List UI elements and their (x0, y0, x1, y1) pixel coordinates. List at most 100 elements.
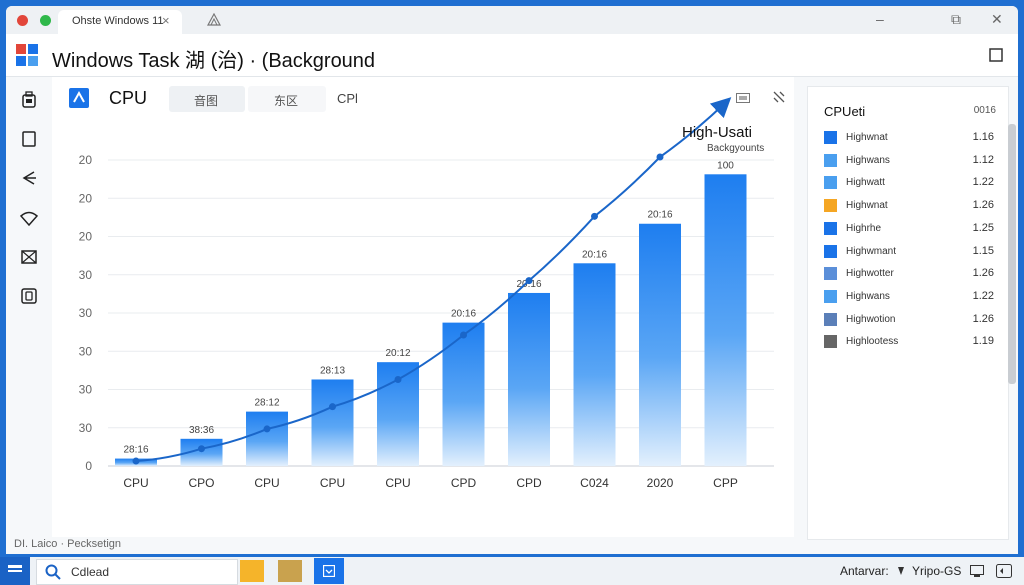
start-icon (8, 565, 22, 572)
sidebar (6, 77, 52, 537)
legend-swatch (824, 199, 837, 213)
mail-icon[interactable] (19, 247, 39, 267)
app-window: Ohste Windows 11 × – ⧉ ✕ Windows Task 湖 … (6, 6, 1018, 554)
maximize-icon[interactable] (989, 48, 1003, 62)
legend-name: Highwatt (846, 177, 885, 189)
legend-swatch (824, 221, 837, 235)
share-icon[interactable] (207, 13, 221, 27)
network-icon[interactable] (970, 565, 984, 577)
app-tile-2-icon[interactable] (278, 560, 302, 582)
trend-point (198, 445, 205, 453)
y-tick-label: 30 (79, 344, 93, 358)
search-box[interactable]: Cdlead (36, 559, 238, 585)
x-tick-label: C024 (580, 476, 609, 490)
tray-right-text: Yripo-GS (912, 564, 962, 578)
y-tick-label: 30 (79, 268, 93, 282)
close-icon[interactable]: ✕ (991, 11, 1003, 27)
legend-name: Highlootess (846, 336, 899, 348)
back-arrow-icon[interactable] (19, 168, 39, 188)
legend-swatch (824, 267, 837, 281)
minimize-icon[interactable]: – (876, 11, 884, 27)
legend-item[interactable]: Highrhe 1.25 (824, 221, 994, 236)
trend-point (656, 153, 664, 161)
bar-8 (639, 223, 681, 466)
legend-value: 1.26 (972, 312, 994, 325)
page-title: Windows Task 湖 (治) · (Background (52, 50, 376, 72)
legend-value: 1.12 (972, 153, 994, 166)
legend-item[interactable]: Highwotion 1.26 (824, 312, 994, 327)
legend-value: 1.26 (972, 199, 994, 212)
legend-name: Highwnat (846, 200, 888, 212)
browser-tab[interactable]: Ohste Windows 11 × (58, 10, 182, 34)
legend-name: Highwans (846, 154, 890, 166)
legend-value: 1.26 (972, 267, 994, 280)
legend-name: Highrhe (846, 222, 882, 234)
collapse-icon[interactable] (772, 90, 786, 104)
bar-label: 28:13 (320, 365, 345, 376)
legend-value: 1.25 (972, 221, 994, 234)
y-tick-label: 20 (79, 153, 93, 167)
legend-value: 1.16 (972, 131, 994, 143)
cpu-logo-icon (69, 88, 89, 108)
annotation-subtitle: Backgyounts (707, 143, 764, 154)
tab-close-icon[interactable]: × (162, 13, 170, 28)
tab-3-label[interactable]: CPl (337, 91, 358, 106)
legend-item[interactable]: Highwotter 1.26 (824, 267, 994, 281)
legend-value: 1.22 (972, 289, 994, 302)
view-icon[interactable] (736, 93, 750, 103)
legend-swatch (824, 289, 837, 303)
square-icon[interactable] (19, 129, 39, 149)
legend-value: 1.19 (972, 335, 994, 348)
start-button[interactable] (0, 557, 30, 585)
bar-label: 100 (717, 160, 734, 171)
x-tick-label: 2020 (647, 476, 674, 490)
legend-item[interactable]: Highwans 1.22 (824, 289, 994, 304)
volume-icon[interactable] (996, 564, 1012, 578)
trend-point (132, 457, 140, 465)
legend-name: Highwotion (846, 313, 896, 325)
task-icon[interactable] (19, 90, 39, 110)
trend-line (135, 97, 732, 463)
legend-item[interactable]: Highwnat 1.16 (824, 131, 994, 145)
legend-item[interactable]: Highwans 1.12 (824, 153, 994, 168)
legend-swatch (824, 335, 837, 349)
x-tick-label: CPU (123, 476, 148, 490)
legend-swatch (824, 176, 837, 190)
x-tick-label: CPO (188, 476, 214, 490)
restore-icon[interactable]: ⧉ (951, 11, 961, 27)
legend-item[interactable]: Highwnat 1.26 (824, 199, 994, 213)
x-tick-label: CPU (320, 476, 345, 490)
trend-point (329, 403, 336, 411)
legend-item[interactable]: Highwmant 1.15 (824, 244, 994, 259)
trend-point (394, 375, 402, 383)
app-header: Windows Task 湖 (治) · (Background (6, 34, 1018, 77)
tab-1[interactable]: 音图 (169, 86, 245, 112)
tray-text: Antarvar: (840, 564, 889, 578)
legend-swatch (824, 244, 837, 258)
tab-2[interactable]: 东区 (248, 86, 326, 112)
legend-swatch (824, 312, 837, 326)
tab-2-label: 东区 (274, 94, 299, 108)
legend-name: Highwnat (846, 132, 888, 143)
legend-item[interactable]: Highlootess 1.19 (824, 335, 994, 349)
y-tick-label: 30 (79, 383, 93, 397)
bar-label: 20:16 (647, 210, 672, 221)
trend-point (525, 277, 533, 285)
wifi-icon[interactable] (19, 208, 39, 228)
y-tick-label: 20 (79, 230, 93, 244)
close-dot-icon[interactable] (17, 15, 28, 26)
panel-title: CPUeti (824, 104, 866, 119)
bar-label: 20:12 (385, 348, 410, 359)
legend-value: 1.15 (972, 244, 994, 257)
maximize-dot-icon[interactable] (40, 15, 51, 26)
taskbar: Cdlead Antarvar: Yripo-GS (0, 557, 1024, 585)
bar-6 (508, 292, 550, 466)
legend-item[interactable]: Highwatt 1.22 (824, 176, 994, 190)
app-tile-1-icon[interactable] (240, 560, 264, 582)
tray-chevron-icon[interactable] (896, 565, 906, 577)
screen-icon[interactable] (19, 286, 39, 306)
bar-label: 20:16 (451, 309, 476, 320)
scrollbar[interactable] (1008, 124, 1016, 384)
app-tile-3-icon[interactable] (314, 558, 344, 584)
